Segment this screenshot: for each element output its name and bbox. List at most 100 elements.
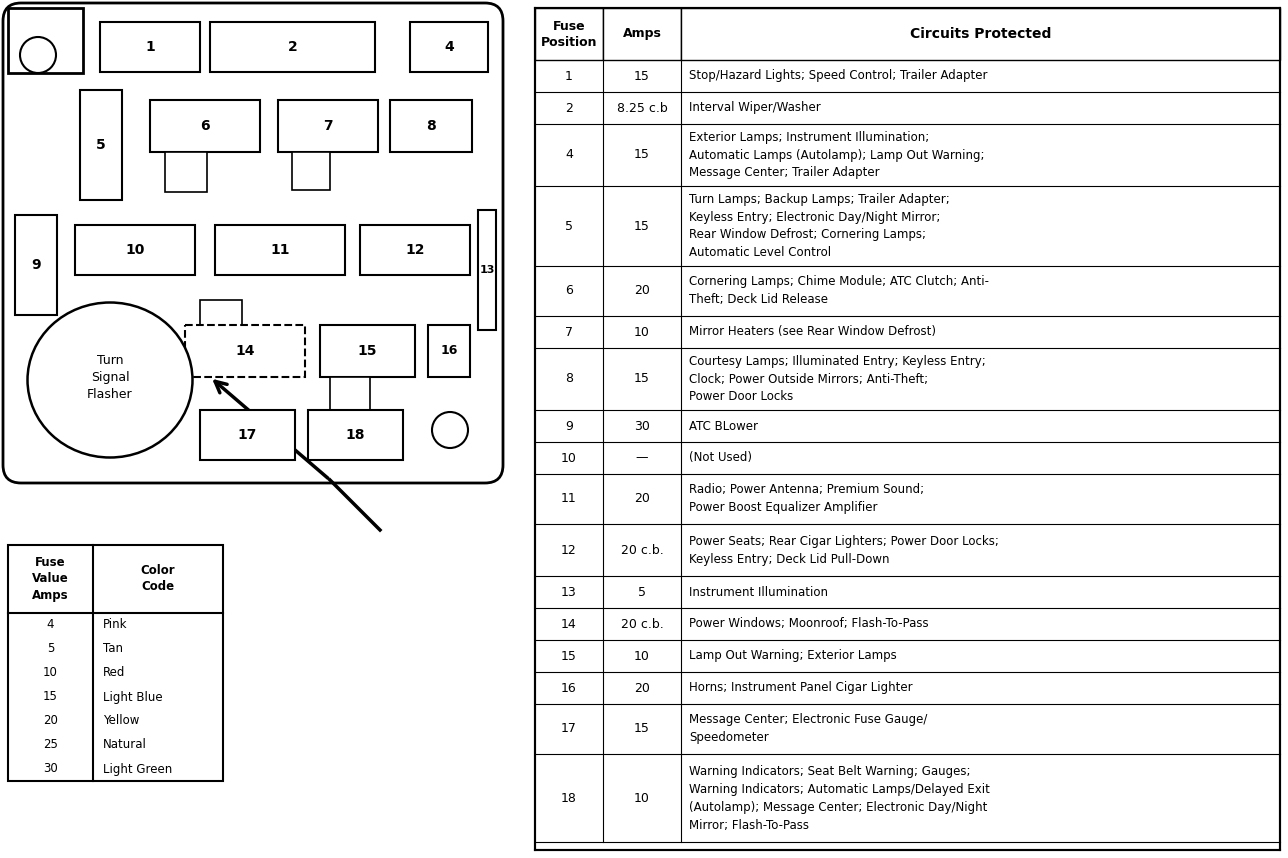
Bar — [15, 215, 57, 315]
Text: 8.25 c.b: 8.25 c.b — [617, 101, 667, 114]
Text: Speedometer: Speedometer — [689, 732, 769, 745]
Text: Tan: Tan — [103, 643, 122, 656]
Bar — [80, 90, 122, 200]
Text: 17: 17 — [238, 428, 258, 442]
Text: 1: 1 — [565, 69, 573, 82]
Text: 12: 12 — [406, 243, 425, 257]
Text: ATC BLower: ATC BLower — [689, 420, 759, 432]
Text: 2: 2 — [287, 40, 298, 54]
Text: Yellow: Yellow — [103, 715, 139, 728]
Ellipse shape — [27, 303, 192, 457]
Text: Power Windows; Moonroof; Flash-To-Pass: Power Windows; Moonroof; Flash-To-Pass — [689, 618, 929, 631]
Bar — [215, 225, 345, 275]
Text: Exterior Lamps; Instrument Illumination;: Exterior Lamps; Instrument Illumination; — [689, 130, 929, 144]
Text: 20 c.b.: 20 c.b. — [621, 543, 663, 557]
Text: 10: 10 — [634, 791, 650, 805]
Text: Mirror; Flash-To-Pass: Mirror; Flash-To-Pass — [689, 819, 809, 831]
Bar — [603, 8, 681, 60]
Text: 25: 25 — [43, 739, 58, 752]
Text: 12: 12 — [562, 543, 577, 557]
Text: Cornering Lamps; Chime Module; ATC Clutch; Anti-: Cornering Lamps; Chime Module; ATC Clutc… — [689, 275, 989, 288]
Text: 30: 30 — [634, 420, 650, 432]
Bar — [308, 410, 403, 460]
Text: 20 c.b.: 20 c.b. — [621, 618, 663, 631]
Text: Radio; Power Antenna; Premium Sound;: Radio; Power Antenna; Premium Sound; — [689, 484, 923, 497]
Text: 15: 15 — [634, 722, 650, 735]
Text: 2: 2 — [565, 101, 573, 114]
Text: Red: Red — [103, 667, 125, 680]
Text: 20: 20 — [43, 715, 58, 728]
Text: 4: 4 — [444, 40, 453, 54]
Text: 5: 5 — [97, 138, 106, 152]
Text: Courtesy Lamps; Illuminated Entry; Keyless Entry;: Courtesy Lamps; Illuminated Entry; Keyle… — [689, 355, 985, 368]
Text: 4: 4 — [565, 148, 573, 161]
Text: 20: 20 — [634, 285, 650, 298]
Text: Power Door Locks: Power Door Locks — [689, 390, 793, 403]
Text: Message Center; Electronic Fuse Gauge/: Message Center; Electronic Fuse Gauge/ — [689, 714, 927, 727]
Text: 16: 16 — [562, 681, 577, 694]
Text: 14: 14 — [236, 344, 255, 358]
Text: Rear Window Defrost; Cornering Lamps;: Rear Window Defrost; Cornering Lamps; — [689, 228, 926, 241]
Text: Fuse
Value
Amps: Fuse Value Amps — [32, 557, 68, 601]
Text: Light Blue: Light Blue — [103, 691, 162, 704]
Text: 10: 10 — [125, 243, 144, 257]
Text: Color
Code: Color Code — [140, 565, 175, 594]
Text: 8: 8 — [426, 119, 435, 133]
Text: Circuits Protected: Circuits Protected — [909, 27, 1051, 41]
Text: Lamp Out Warning; Exterior Lamps: Lamp Out Warning; Exterior Lamps — [689, 650, 896, 662]
Text: Pink: Pink — [103, 619, 128, 631]
Text: Automatic Lamps (Autolamp); Lamp Out Warning;: Automatic Lamps (Autolamp); Lamp Out War… — [689, 148, 984, 161]
Text: 15: 15 — [634, 69, 650, 82]
Text: 11: 11 — [270, 243, 290, 257]
Text: (Autolamp); Message Center; Electronic Day/Night: (Autolamp); Message Center; Electronic D… — [689, 801, 988, 813]
Text: 15: 15 — [634, 148, 650, 161]
Text: Instrument Illumination: Instrument Illumination — [689, 585, 828, 599]
Text: Stop/Hazard Lights; Speed Control; Trailer Adapter: Stop/Hazard Lights; Speed Control; Trail… — [689, 69, 988, 82]
Bar — [165, 152, 207, 192]
Bar — [478, 210, 496, 330]
Text: Message Center; Trailer Adapter: Message Center; Trailer Adapter — [689, 166, 880, 179]
Text: Warning Indicators; Automatic Lamps/Delayed Exit: Warning Indicators; Automatic Lamps/Dela… — [689, 782, 990, 795]
Text: 15: 15 — [43, 691, 58, 704]
Text: Turn
Signal
Flasher: Turn Signal Flasher — [88, 354, 133, 402]
Bar — [8, 8, 82, 73]
Text: Mirror Heaters (see Rear Window Defrost): Mirror Heaters (see Rear Window Defrost) — [689, 325, 936, 339]
Text: 15: 15 — [634, 220, 650, 233]
Text: 18: 18 — [562, 791, 577, 805]
Text: Automatic Level Control: Automatic Level Control — [689, 246, 831, 259]
Text: 7: 7 — [565, 325, 573, 339]
Text: 9: 9 — [31, 258, 41, 272]
Text: 20: 20 — [634, 681, 650, 694]
Circle shape — [21, 37, 55, 73]
Text: (Not Used): (Not Used) — [689, 451, 752, 464]
Text: 10: 10 — [634, 325, 650, 339]
Text: 17: 17 — [562, 722, 577, 735]
Bar — [75, 225, 194, 275]
Text: Theft; Deck Lid Release: Theft; Deck Lid Release — [689, 293, 828, 306]
Text: 10: 10 — [43, 667, 58, 680]
Bar — [200, 300, 242, 330]
Text: Turn Lamps; Backup Lamps; Trailer Adapter;: Turn Lamps; Backup Lamps; Trailer Adapte… — [689, 193, 949, 206]
Text: 8: 8 — [565, 372, 573, 385]
Text: 7: 7 — [323, 119, 332, 133]
Text: 15: 15 — [634, 372, 650, 385]
Text: 14: 14 — [562, 618, 577, 631]
Bar — [681, 8, 1280, 60]
Text: 30: 30 — [43, 763, 58, 776]
Circle shape — [431, 412, 468, 448]
Text: Warning Indicators; Seat Belt Warning; Gauges;: Warning Indicators; Seat Belt Warning; G… — [689, 764, 970, 777]
Bar — [100, 22, 200, 72]
Text: 16: 16 — [440, 345, 457, 358]
Text: 10: 10 — [562, 451, 577, 464]
Bar — [330, 377, 370, 415]
Text: 20: 20 — [634, 492, 650, 505]
Text: 11: 11 — [562, 492, 577, 505]
Bar — [535, 8, 603, 60]
Bar — [361, 225, 470, 275]
Bar — [535, 8, 1280, 850]
Text: Keyless Entry; Electronic Day/Night Mirror;: Keyless Entry; Electronic Day/Night Mirr… — [689, 210, 940, 224]
Text: 4: 4 — [46, 619, 54, 631]
Text: 9: 9 — [565, 420, 573, 432]
Text: 15: 15 — [562, 650, 577, 662]
Text: 18: 18 — [345, 428, 366, 442]
